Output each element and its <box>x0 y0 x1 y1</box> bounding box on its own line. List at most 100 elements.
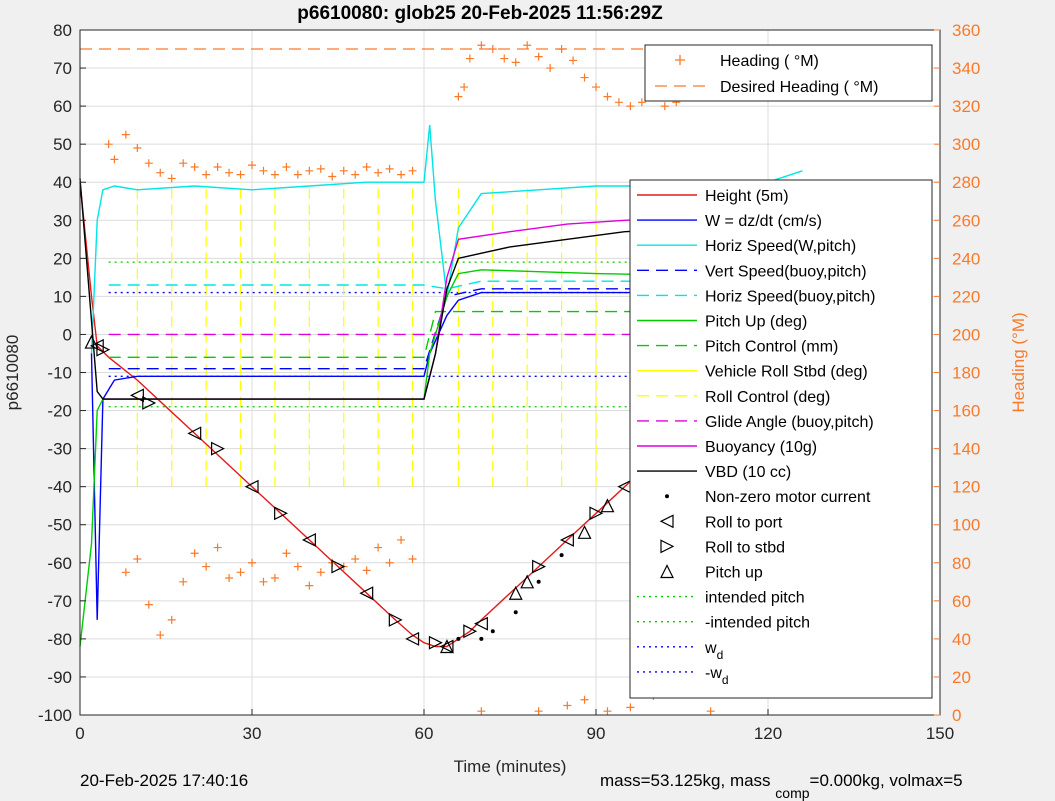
heading-point <box>563 701 572 710</box>
legend-main-swatch <box>659 514 674 529</box>
motor-current-dot <box>513 610 518 615</box>
heading-point <box>282 549 291 558</box>
heading-point <box>202 562 211 571</box>
roll-port-marker <box>187 426 202 441</box>
heading-point <box>225 168 234 177</box>
heading-point <box>167 174 176 183</box>
y2-tick-label: 40 <box>952 630 971 649</box>
x-axis-label: Time (minutes) <box>454 757 567 776</box>
y-tick-label: 50 <box>53 135 72 154</box>
heading-point <box>546 64 555 73</box>
legend-main-label: Horiz Speed(W,pitch) <box>705 238 856 255</box>
heading-point <box>408 166 417 175</box>
y-tick-label: -20 <box>47 402 72 421</box>
y2-tick-label: 260 <box>952 211 980 230</box>
y-tick-label: 20 <box>53 249 72 268</box>
legend-main-label: Roll to port <box>705 514 783 531</box>
motor-current-dot <box>559 553 564 558</box>
x-tick-label: 150 <box>926 724 954 743</box>
y-tick-label: 0 <box>63 325 72 344</box>
legend-main-label: VBD (10 cc) <box>705 464 791 481</box>
legend-heading-box <box>644 44 933 102</box>
series-line <box>108 280 803 290</box>
y2-tick-label: 80 <box>952 554 971 573</box>
x-tick-label: 0 <box>75 724 84 743</box>
roll-stbd-marker <box>331 559 346 574</box>
heading-point <box>603 707 612 716</box>
heading-point <box>592 83 600 92</box>
legend-main-label-sub: d <box>722 673 729 687</box>
y-tick-label: 30 <box>53 211 72 230</box>
y-tick-label: -60 <box>47 554 72 573</box>
heading-point <box>259 166 268 175</box>
y-tick-label: 40 <box>53 173 72 192</box>
legend-main-label: Horiz Speed(buoy,pitch) <box>705 288 875 305</box>
x-tick-label: 30 <box>243 724 262 743</box>
y-tick-label: -50 <box>47 516 72 535</box>
heading-point <box>144 159 153 168</box>
footer-timestamp: 20-Feb-2025 17:40:16 <box>80 771 249 790</box>
heading-point <box>580 73 589 82</box>
heading-point <box>121 568 130 577</box>
y-tick-label: 80 <box>53 21 72 40</box>
heading-point <box>133 143 142 152</box>
y2-tick-label: 60 <box>952 592 971 611</box>
y-tick-label: -30 <box>47 440 72 459</box>
legend-main-label: Vehicle Roll Stbd (deg) <box>705 364 868 381</box>
pitch-up-marker <box>600 498 615 513</box>
pitch-up-marker <box>508 585 523 600</box>
heading-point <box>385 558 394 567</box>
y2-tick-label: 360 <box>952 21 980 40</box>
heading-point <box>534 707 543 716</box>
legend-main-swatch <box>660 564 674 579</box>
legend-main-label: Buoyancy (10g) <box>705 439 817 456</box>
footer-comp-text: =0.000kg, volmax=5 <box>809 771 963 790</box>
heading-point <box>460 83 469 92</box>
roll-stbd-marker <box>589 506 604 521</box>
y-tick-label: -70 <box>47 592 72 611</box>
roll-port-marker <box>359 586 374 601</box>
roll-stbd-marker <box>428 635 443 650</box>
heading-point <box>500 54 509 63</box>
pitch-up-marker <box>439 639 454 654</box>
heading-point <box>179 577 188 586</box>
y2-tick-label: 160 <box>952 402 980 421</box>
y2-tick-label: 120 <box>952 478 980 497</box>
y2-tick-label: 300 <box>952 135 980 154</box>
y2-tick-label: 320 <box>952 97 980 116</box>
heading-point <box>488 45 497 54</box>
heading-point <box>190 163 199 171</box>
x-tick-label: 90 <box>587 724 606 743</box>
y2-tick-label: 240 <box>952 249 980 268</box>
heading-point <box>236 568 245 577</box>
heading-point <box>477 41 486 50</box>
legend-main-label: Non-zero motor current <box>705 489 871 506</box>
heading-point <box>385 164 394 173</box>
y-tick-label: 60 <box>53 97 72 116</box>
y-tick-label: -100 <box>38 706 72 725</box>
heading-point <box>454 92 463 101</box>
roll-stbd-marker <box>388 612 403 627</box>
heading-point <box>213 543 222 552</box>
legend-main-label: Pitch up <box>705 565 763 582</box>
y2-axis-label: Heading (°M) <box>1009 312 1028 412</box>
heading-point <box>202 170 211 179</box>
roll-stbd-marker <box>96 342 111 357</box>
footer-mass-text: mass=53.125kg, mass <box>600 771 771 790</box>
roll-port-marker <box>405 631 420 646</box>
x-tick-label: 60 <box>415 724 434 743</box>
roll-port-marker <box>244 479 259 494</box>
heading-point <box>351 170 360 179</box>
legend-main-box <box>629 179 933 699</box>
heading-point <box>511 58 520 67</box>
y2-tick-label: 20 <box>952 668 971 687</box>
heading-point <box>259 577 268 586</box>
heading-point <box>706 707 715 716</box>
legend-heading-swatch <box>675 55 685 65</box>
heading-point <box>397 170 406 179</box>
heading-point <box>156 168 165 177</box>
y2-tick-label: 140 <box>952 440 980 459</box>
legend-heading-label: Heading ( °M) <box>720 53 819 70</box>
chart-title: p6610080: glob25 20-Feb-2025 11:56:29Z <box>297 3 663 24</box>
